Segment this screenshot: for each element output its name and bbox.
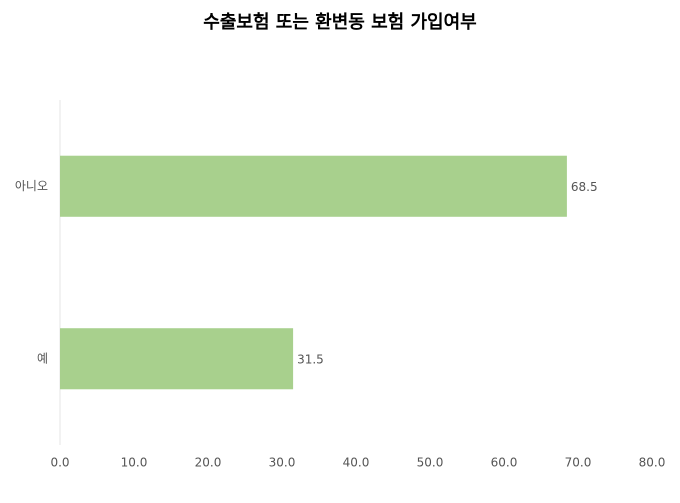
x-tick-label: 10.0: [121, 456, 148, 470]
x-tick-label: 70.0: [565, 456, 592, 470]
x-tick-label: 60.0: [491, 456, 518, 470]
bar: [60, 328, 294, 390]
x-tick-label: 80.0: [639, 456, 666, 470]
x-tick-label: 40.0: [343, 456, 370, 470]
x-tick-label: 0.0: [50, 456, 69, 470]
x-tick-label: 50.0: [417, 456, 444, 470]
data-label: 68.5: [571, 180, 598, 194]
y-tick-label: 예: [37, 351, 48, 365]
x-tick-label: 20.0: [195, 456, 222, 470]
data-label: 31.5: [297, 352, 324, 366]
bar: [60, 155, 567, 217]
x-tick-label: 30.0: [269, 456, 296, 470]
chart-title: 수출보험 또는 환변동 보험 가입여부: [203, 11, 476, 33]
y-tick-label: 아니오: [15, 179, 48, 193]
